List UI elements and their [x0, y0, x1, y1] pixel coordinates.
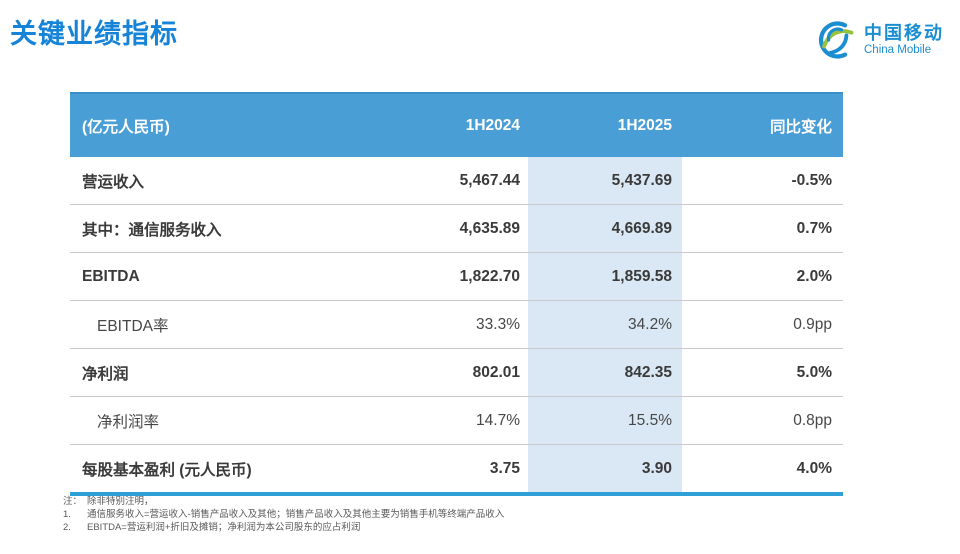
footnote-label: 2.	[63, 522, 71, 533]
table-row-net-profit-margin: 净利润率 14.7% 15.5% 0.8pp	[70, 397, 843, 445]
china-mobile-logo: 中国移动 China Mobile	[813, 18, 944, 62]
row-change: 4.0%	[796, 459, 832, 477]
table-row-ebitda: EBITDA 1,822.70 1,859.58 2.0%	[70, 253, 843, 301]
row-value-1h2025: 842.35	[528, 349, 682, 396]
footnote-line: 1. 通信服务收入=营运收入-销售产品收入及其他；销售产品收入及其他主要为销售手…	[63, 508, 883, 521]
row-label: 营运收入	[82, 173, 145, 191]
row-change: 0.9pp	[793, 315, 832, 333]
header-1h2024: 1H2024	[465, 116, 520, 134]
row-change: -0.5%	[791, 171, 833, 189]
row-value-1h2025: 5,437.69	[528, 157, 682, 204]
footnote-line: 注： 除非特别注明，	[63, 495, 883, 508]
table-row-telecom-service-revenue: 其中：通信服务收入 4,635.89 4,669.89 0.7%	[70, 205, 843, 253]
row-value-1h2024: 3.75	[489, 459, 520, 477]
footnote-label: 注：	[63, 496, 83, 507]
footnote-label: 1.	[63, 509, 71, 520]
logo-text-cn: 中国移动	[864, 22, 944, 43]
kpi-table: (亿元人民币) 1H2024 1H2025 同比变化 营运收入 5,467.44…	[70, 92, 843, 496]
row-label: 每股基本盈利 (元人民币)	[82, 461, 252, 479]
row-label: 净利润	[82, 365, 129, 383]
row-label: 其中：通信服务收入	[82, 221, 222, 239]
table-header-row: (亿元人民币) 1H2024 1H2025 同比变化	[70, 92, 843, 157]
table-row-basic-eps: 每股基本盈利 (元人民币) 3.75 3.90 4.0%	[70, 445, 843, 492]
row-change: 2.0%	[796, 267, 832, 285]
row-value-1h2025: 1,859.58	[528, 253, 682, 300]
footnote-text: 除非特别注明，	[87, 496, 154, 507]
row-label: EBITDA	[82, 267, 140, 285]
footnote-text: EBITDA=营运利润+折旧及摊销；净利润为本公司股东的应占利润	[87, 522, 361, 533]
table-row-net-profit: 净利润 802.01 842.35 5.0%	[70, 349, 843, 397]
row-change: 0.7%	[796, 219, 832, 237]
row-value-1h2024: 33.3%	[476, 315, 520, 333]
page-title: 关键业绩指标	[10, 19, 178, 49]
china-mobile-logo-text: 中国移动 China Mobile	[864, 22, 944, 57]
row-value-1h2024: 5,467.44	[459, 171, 520, 189]
header-unit: (亿元人民币)	[82, 118, 170, 136]
row-value-1h2025: 4,669.89	[528, 205, 682, 252]
row-value-1h2024: 802.01	[472, 363, 520, 381]
footnote-line: 2. EBITDA=营运利润+折旧及摊销；净利润为本公司股东的应占利润	[63, 521, 883, 534]
logo-text-en: China Mobile	[864, 44, 932, 57]
row-label: 净利润率	[97, 413, 160, 431]
row-value-1h2025: 34.2%	[528, 301, 682, 348]
header-yoy-change: 同比变化	[769, 118, 832, 136]
footnotes: 注： 除非特别注明， 1. 通信服务收入=营运收入-销售产品收入及其他；销售产品…	[63, 495, 883, 534]
table-row-operating-revenue: 营运收入 5,467.44 5,437.69 -0.5%	[70, 157, 843, 205]
row-value-1h2024: 14.7%	[476, 411, 520, 429]
row-label: EBITDA率	[97, 317, 169, 335]
footnote-text: 通信服务收入=营运收入-销售产品收入及其他；销售产品收入及其他主要为销售手机等终…	[87, 509, 505, 520]
china-mobile-swirl-icon	[818, 21, 854, 59]
row-value-1h2025: 3.90	[528, 445, 682, 492]
row-change: 5.0%	[796, 363, 832, 381]
row-value-1h2024: 1,822.70	[459, 267, 520, 285]
row-value-1h2025: 15.5%	[528, 397, 682, 444]
row-change: 0.8pp	[793, 411, 832, 429]
row-value-1h2024: 4,635.89	[459, 219, 520, 237]
header-1h2025: 1H2025	[617, 116, 672, 134]
table-row-ebitda-margin: EBITDA率 33.3% 34.2% 0.9pp	[70, 301, 843, 349]
